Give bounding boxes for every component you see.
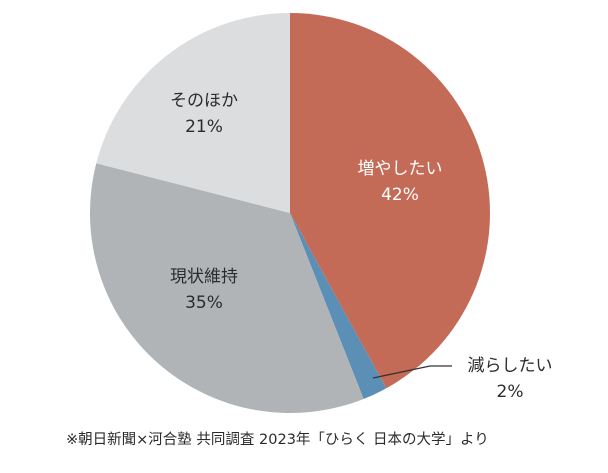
slice-maintain xyxy=(89,163,364,414)
slice-decrease xyxy=(290,213,387,399)
label-increase: 増やしたい 42% xyxy=(338,156,462,208)
label-decrease-pct: 2% xyxy=(496,382,524,402)
label-maintain-name: 現状維持 xyxy=(170,267,238,287)
label-decrease: 減らしたい 2% xyxy=(454,353,566,405)
slice-other xyxy=(96,12,290,213)
callout-leader-line xyxy=(372,365,452,379)
label-increase-pct: 42% xyxy=(381,185,419,205)
pie-slices xyxy=(89,12,490,414)
slice-increase xyxy=(290,13,490,389)
label-decrease-name: 減らしたい xyxy=(467,356,553,376)
label-other-pct: 21% xyxy=(185,117,223,137)
label-other: そのほか 21% xyxy=(148,88,260,140)
label-maintain: 現状維持 35% xyxy=(148,264,260,316)
label-maintain-pct: 35% xyxy=(185,293,223,313)
source-note: ※朝日新聞×河合塾 共同調査 2023年「ひらく 日本の大学」より xyxy=(66,432,489,448)
label-increase-name: 増やしたい xyxy=(357,159,443,179)
label-other-name: そのほか xyxy=(170,91,238,111)
